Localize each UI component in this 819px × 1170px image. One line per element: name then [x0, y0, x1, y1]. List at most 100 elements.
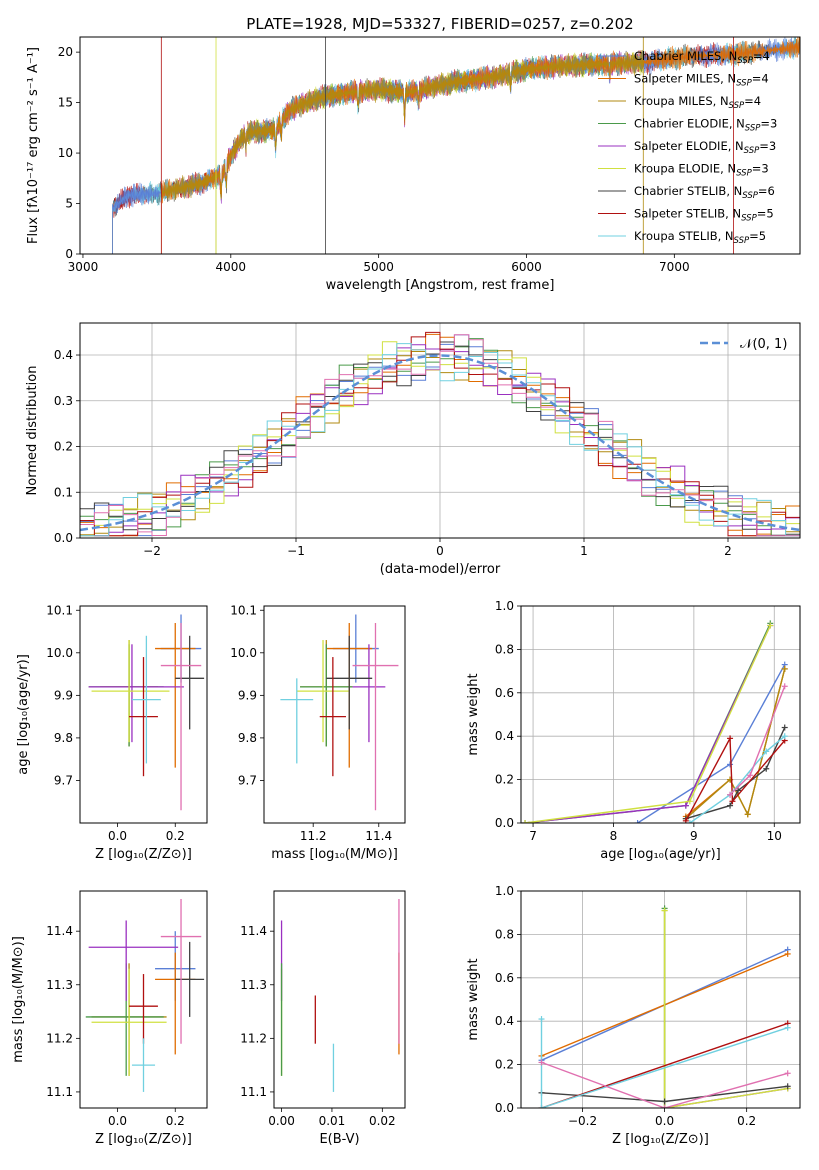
errorbar-point-SaE [352, 644, 386, 743]
figure-title: PLATE=1928, MJD=53327, FIBERID=0257, z=0… [246, 15, 633, 33]
y-tick-label: 9.8 [238, 731, 257, 745]
y-tick-label: 10.0 [46, 646, 73, 660]
plot-area [85, 899, 205, 1092]
gaussian-curve [80, 354, 800, 532]
axes-frame [79, 890, 208, 1109]
spectrum-series-SaM [161, 37, 800, 254]
y-tick-label: 15 [58, 96, 73, 110]
age-vs-Z-panel: 0.0 0.2 9.7 9.8 9.9 10.0 10.1 Z [log₁₀(Z/Z⊙)] ag… [16, 603, 208, 862]
weight-marker-pinkline [538, 1059, 545, 1066]
y-tick-label: 11.1 [240, 1085, 267, 1099]
plot-area [280, 899, 400, 1092]
legend-entry: Chabrier MILES, NSSP=4 [634, 49, 770, 66]
weight-marker-ChS [727, 802, 734, 809]
x-axis-label: mass [log₁₀(M/M⊙)] [271, 847, 398, 862]
x-tick-label: 0 [436, 544, 444, 558]
y-tick-label: 0.4 [54, 348, 73, 362]
y-tick-label: 11.3 [240, 978, 267, 992]
legend-entry: Chabrier ELODIE, NSSP=3 [634, 117, 777, 134]
x-tick-label: 0.2 [166, 1114, 185, 1128]
weight-marker-SaE [682, 802, 689, 809]
axes-frame [79, 605, 208, 824]
errorbar-point-KrE [296, 640, 350, 743]
y-tick-label: 0.6 [495, 686, 514, 700]
x-tick-label: 7000 [659, 260, 690, 274]
x-tick-label: −0.2 [568, 1114, 597, 1128]
weight-marker-SaS [727, 735, 734, 742]
y-tick-label: 0.0 [54, 531, 73, 545]
legend-entry: Salpeter ELODIE, NSSP=3 [634, 139, 776, 156]
y-tick-label: 5 [65, 197, 73, 211]
y-tick-label: 0.2 [54, 440, 73, 454]
y-axis-label: mass [log₁₀(M/M⊙)] [11, 936, 26, 1063]
legend-entry: Kroupa STELIB, NSSP=5 [634, 229, 766, 246]
weight-marker-KrE [767, 622, 774, 629]
weight-marker-pinkline [781, 683, 788, 690]
plot-area [521, 891, 800, 1108]
x-tick-label: 0.0 [108, 829, 127, 843]
x-tick-label: 0.2 [737, 1114, 756, 1128]
weight-series-pinkline [541, 1061, 788, 1108]
y-axis-label: Normed distribution [25, 366, 40, 496]
weight-series-KrM [685, 668, 786, 820]
weight-marker-KrE [686, 798, 693, 805]
y-tick-label: 11.2 [46, 1031, 73, 1045]
y-tick-label: 0.4 [495, 729, 514, 743]
x-tick-label: 3000 [68, 260, 99, 274]
errorbar-point-ChS [175, 941, 205, 1017]
x-tick-label: 5000 [363, 260, 394, 274]
weight-marker-KrS [538, 1105, 545, 1108]
legend-entry: 𝒩(0, 1) [740, 337, 787, 352]
x-tick-label: 0.0 [108, 1114, 127, 1128]
y-tick-label: 9.7 [54, 773, 73, 787]
y-tick-label: 20 [58, 45, 73, 59]
weight-series-SaS [685, 735, 786, 822]
y-axis-label: mass weight [466, 673, 481, 755]
weight-marker-pinkline [747, 772, 754, 779]
weight-series-SaE [524, 625, 771, 823]
legend-entry: Kroupa ELODIE, NSSP=3 [634, 162, 769, 179]
y-tick-label: 0.1 [54, 485, 73, 499]
errorbar-point-KrE [91, 640, 170, 743]
weight-marker-ChS [661, 1098, 668, 1105]
y-tick-label: 0.0 [495, 816, 514, 830]
y-tick-label: 0.8 [495, 927, 514, 941]
weight-marker-pinkline [784, 1070, 791, 1077]
plot-area [80, 323, 800, 538]
y-tick-label: 10 [58, 146, 73, 160]
errorbar-point-SaS [129, 657, 158, 777]
axes-frame [273, 890, 406, 1109]
x-tick-label: 0.0 [655, 1114, 674, 1128]
plot-area [88, 614, 205, 811]
x-tick-label: 7 [529, 829, 537, 843]
weight-marker-ChM [727, 761, 734, 768]
x-tick-label: 1 [580, 544, 588, 558]
weight-marker-KrS [763, 748, 770, 755]
weight-marker-KrS [781, 733, 788, 740]
age-vs-mass-panel: 11.2 11.4 9.7 9.8 9.9 10.0 10.1 mass [log₁₀(M/M… [230, 603, 406, 862]
y-tick-label: 10.1 [230, 603, 257, 617]
y-tick-label: 11.3 [46, 978, 73, 992]
legend-entry: Salpeter MILES, NSSP=4 [634, 72, 769, 89]
y-tick-label: 9.8 [54, 731, 73, 745]
y-tick-label: 10.0 [230, 646, 257, 660]
x-tick-label: 0.00 [268, 1114, 295, 1128]
weight-marker-KrM [744, 811, 751, 818]
weight-series-KrS [540, 1019, 788, 1108]
errorbar-point-ChE [88, 644, 164, 747]
weight-marker-ChS [781, 724, 788, 731]
errorbar-point-ChS [175, 635, 205, 730]
y-axis-label: Flux [fλ10⁻¹⁷ erg cm⁻² s⁻¹ A⁻¹] [26, 47, 41, 244]
legend-entry: Salpeter STELIB, NSSP=5 [634, 207, 774, 224]
x-axis-label: Z [log₁₀(Z/Z⊙)] [95, 1132, 192, 1147]
y-tick-label: 1.0 [495, 884, 514, 898]
legend-entry: Kroupa MILES, NSSP=4 [634, 94, 761, 111]
y-tick-label: 11.4 [46, 924, 73, 938]
weight-marker-SaM [784, 950, 791, 957]
errorbar-point-ChE [85, 963, 164, 1076]
y-tick-label: 0.4 [495, 1014, 514, 1028]
x-axis-label: Z [log₁₀(Z/Z⊙)] [95, 847, 192, 862]
y-tick-label: 9.7 [238, 773, 257, 787]
errorbar-point-KrS [131, 635, 161, 764]
